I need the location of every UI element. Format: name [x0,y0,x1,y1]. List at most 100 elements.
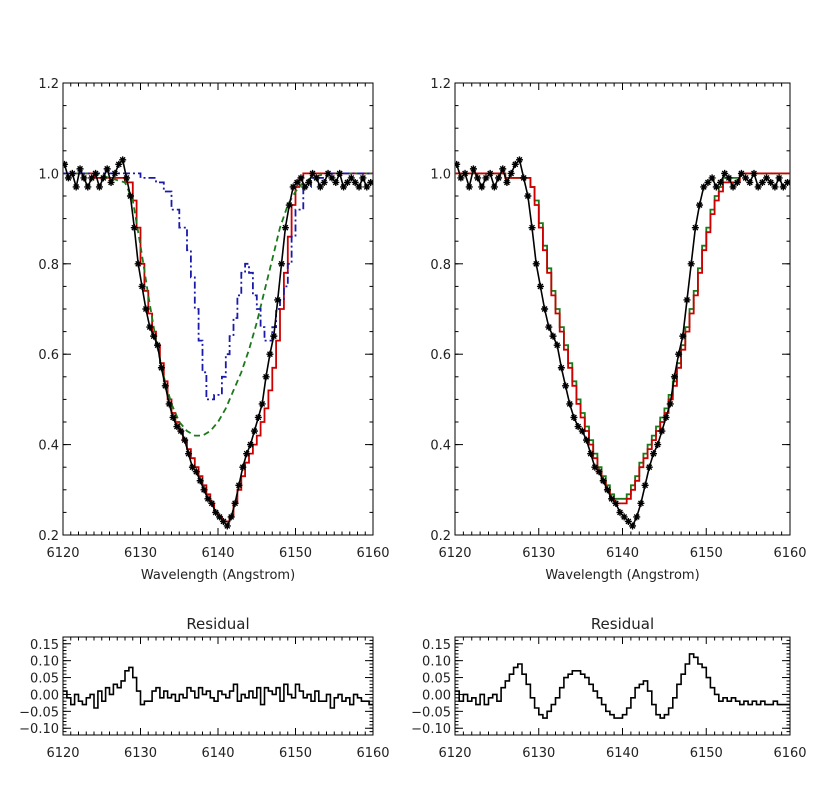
y-tick-label: 0.10 [30,655,59,670]
plot-frame [62,636,374,736]
data-point-marker [582,436,590,444]
data-point-marker [239,463,247,471]
data-point-marker [541,305,549,313]
data-point-marker [603,486,611,494]
data-point-marker [367,178,373,186]
data-point-marker [84,183,92,191]
data-point-marker [250,427,258,435]
data-point-marker [553,341,561,349]
data-point-marker [457,174,465,182]
data-point-marker [107,178,115,186]
data-point-marker [675,350,683,358]
data-point-marker [274,296,282,304]
data-point-marker [721,169,729,177]
data-point-marker [301,183,309,191]
data-point-marker [316,183,324,191]
data-point-marker [725,174,733,182]
data-point-marker [343,178,351,186]
panel-residual-right: 6120 6130 6140 6150 6160 0.15 0.10 0.050.00 −0.0… [411,615,806,761]
data-point-marker [474,174,482,182]
data-point-marker [72,183,80,191]
data-point-marker [309,169,317,177]
data-point-marker [687,260,695,268]
x-tick-label: 6150 [279,746,312,761]
x-tick-label: 6160 [773,546,806,561]
data-point-marker [111,169,119,177]
data-point-marker [595,468,603,476]
data-point-marker [305,178,313,186]
data-point-marker [328,174,336,182]
plot-area [455,156,790,530]
data-point-marker [574,423,582,431]
data-point-marker [629,522,637,530]
data-point-marker [324,169,332,177]
x-tick-label: 6130 [522,546,555,561]
data-point-marker [495,174,503,182]
data-point-marker [524,192,532,200]
data-point-marker [783,178,790,186]
data-point-marker [64,174,72,182]
y-tick-label: −0.05 [19,705,59,720]
data-point-marker [336,169,344,177]
y-tick-label: 0.2 [38,529,59,544]
data-point-marker [278,260,286,268]
x-tick-label: 6140 [606,746,639,761]
data-point-marker [146,323,154,331]
data-point-marker [562,382,570,390]
data-point-marker [95,183,103,191]
data-point-marker [223,522,231,530]
x-tick-label: 6140 [201,546,234,561]
x-tick-label: 6120 [438,746,471,761]
data-point-marker [641,481,649,489]
x-tick-label: 6160 [356,746,389,761]
data-point-marker [578,427,586,435]
data-point-marker [173,423,181,431]
data-point-marker [469,165,477,173]
data-point-marker [103,165,111,173]
y-tick-label: −0.10 [19,722,59,737]
data-point-marker [520,174,528,182]
x-tick-label: 6120 [46,746,79,761]
y-tick-label: 0.8 [430,258,451,273]
y-tick-label: 0.05 [422,672,451,687]
data-point-marker [138,282,146,290]
data-point-marker [123,174,131,182]
data-point-marker [775,174,783,182]
data-point-marker [192,468,200,476]
data-point-marker [185,450,193,458]
x-tick-label: 6130 [522,746,555,761]
x-tick-label: 6130 [124,546,157,561]
data-point-marker [486,169,494,177]
data-point-marker [570,413,578,421]
data-point-marker [134,260,142,268]
data-point-marker [219,517,227,525]
data-point-marker [704,178,712,186]
y-tick-label: 0.10 [422,655,451,670]
data-point-marker [216,513,224,521]
x-tick-label: 6120 [46,546,79,561]
data-point-marker [88,174,96,182]
x-tick-label: 6150 [690,546,723,561]
data-point-marker [465,183,473,191]
data-point-marker [92,169,100,177]
data-point-marker [633,513,641,521]
panel-title: Residual [591,615,654,633]
data-point-marker [712,183,720,191]
data-point-marker [758,178,766,186]
data-point-marker [142,305,150,313]
data-point-marker [200,486,208,494]
data-point-marker [503,178,511,186]
data-point-marker [76,165,84,173]
data-point-marker [649,450,657,458]
data-point-marker [351,178,359,186]
data-point-marker [157,364,165,372]
y-tick-label: 0.15 [422,638,451,653]
data-point-marker [332,178,340,186]
series-line [63,158,372,528]
data-point-marker [169,413,177,421]
data-point-marker [68,169,76,177]
data-point-marker [363,183,371,191]
y-tick-label: 0.05 [30,672,59,687]
data-point-marker [150,332,158,340]
